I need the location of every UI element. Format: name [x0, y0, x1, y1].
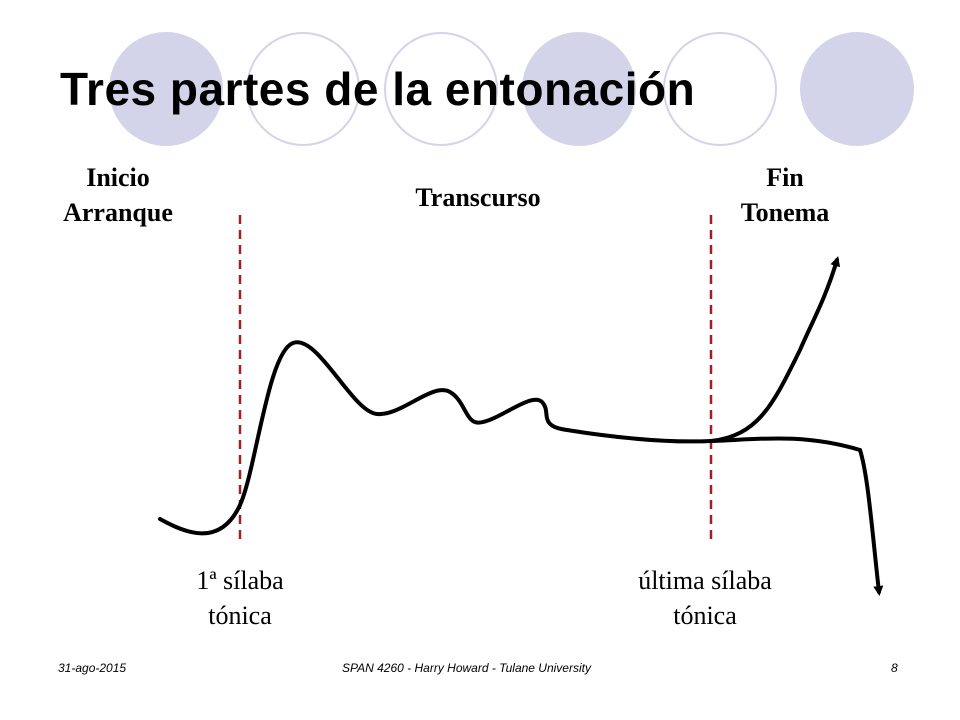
- slide-title: Tres partes de la entonación: [60, 63, 696, 115]
- last-syllable-line-2: tónica: [673, 601, 737, 630]
- rising-tone-arrow: [709, 256, 841, 443]
- label-inicio: Inicio: [86, 163, 150, 192]
- label-fin: Fin: [766, 163, 804, 192]
- label-transcurso-text: Transcurso: [415, 183, 541, 212]
- label-inicio-arranque: Inicio Arranque: [38, 160, 198, 230]
- intonation-curve: [158, 340, 862, 536]
- label-last-stressed-syllable: última sílaba tónica: [605, 563, 805, 633]
- footer-course: SPAN 4260 - Harry Howard - Tulane Univer…: [342, 661, 591, 675]
- decorative-circle: [246, 32, 360, 146]
- decorative-circle: [663, 32, 777, 146]
- last-syllable-line-1: última sílaba: [638, 566, 772, 595]
- label-tonema: Tonema: [740, 198, 830, 227]
- label-arranque: Arranque: [63, 198, 173, 227]
- first-syllable-line-2: tónica: [208, 601, 272, 630]
- footer-page-number: 8: [891, 661, 898, 675]
- label-fin-tonema: Fin Tonema: [710, 160, 860, 230]
- decorative-circle: [109, 32, 223, 146]
- falling-tone-arrow: [858, 448, 884, 596]
- first-syllable-line-1: 1ª sílaba: [196, 566, 284, 595]
- decorative-circle: [800, 32, 914, 146]
- label-first-stressed-syllable: 1ª sílaba tónica: [160, 563, 320, 633]
- footer-date: 31-ago-2015: [58, 661, 127, 675]
- decorative-circle: [522, 32, 636, 146]
- decorative-circle: [384, 32, 498, 146]
- label-transcurso: Transcurso: [378, 180, 578, 215]
